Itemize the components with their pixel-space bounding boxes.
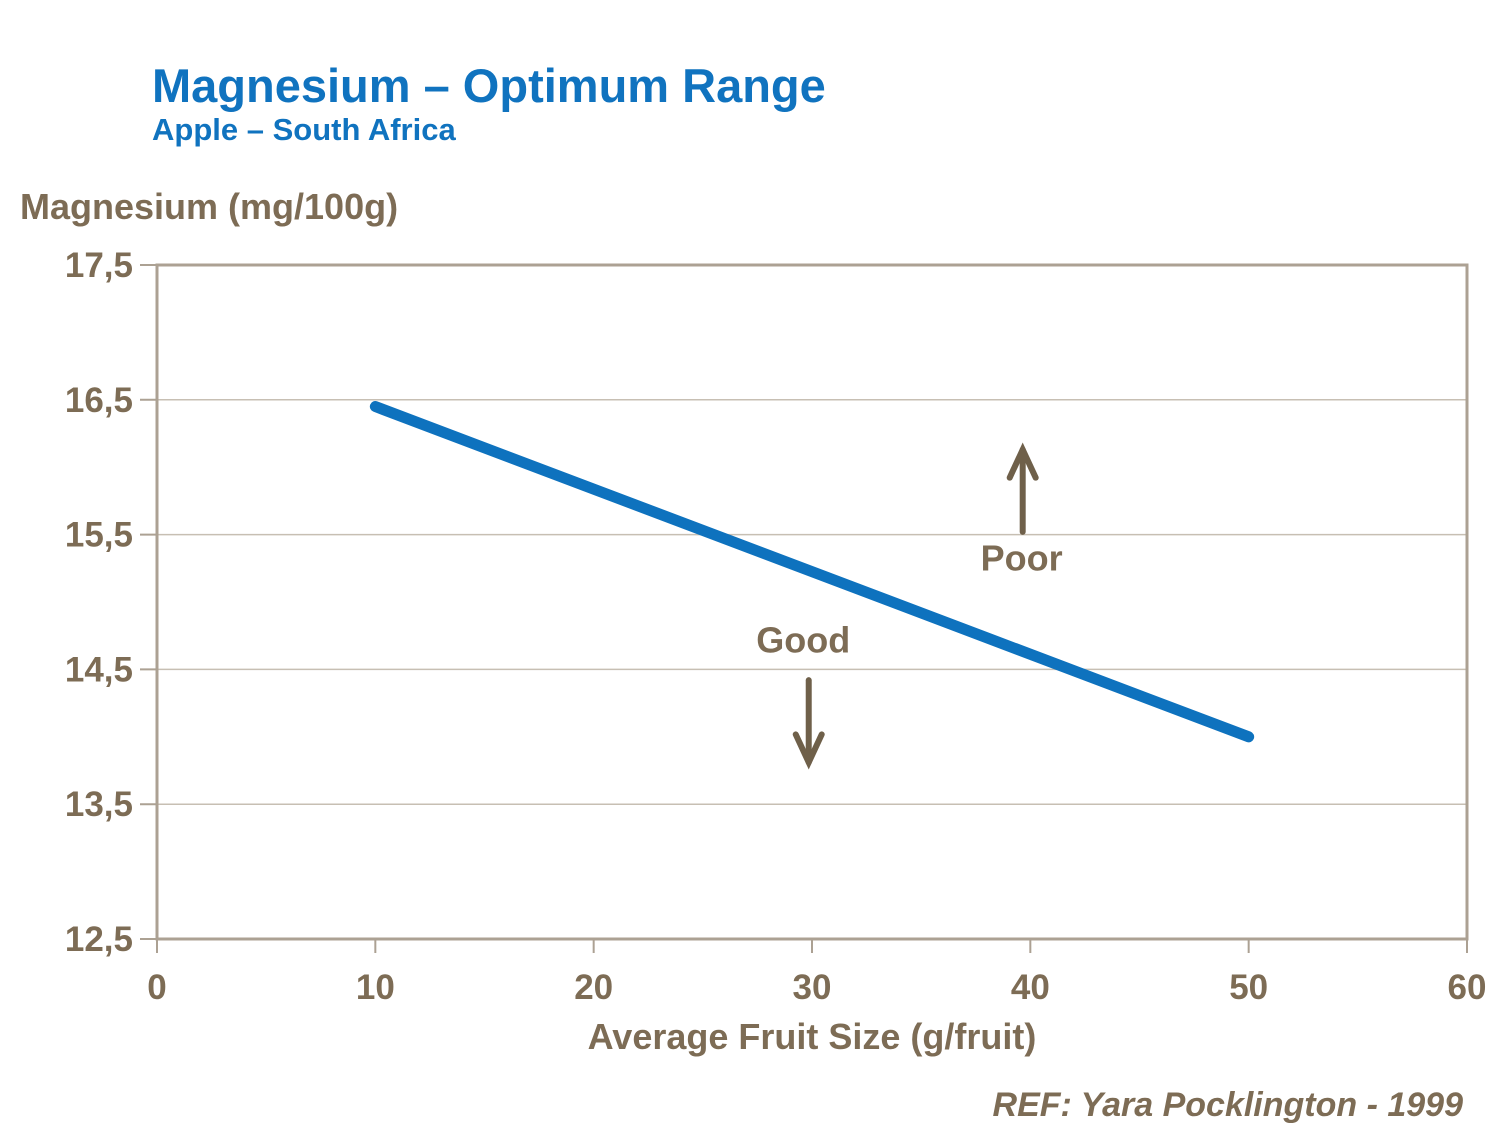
page-title: Magnesium – Optimum Range	[152, 59, 826, 112]
x-tick-label: 10	[356, 968, 395, 1007]
x-tick-label: 50	[1229, 968, 1268, 1007]
annotation-poor: Poor	[981, 538, 1063, 579]
x-tick-label: 20	[574, 968, 613, 1007]
x-axis-title: Average Fruit Size (g/fruit)	[587, 1016, 1037, 1057]
y-tick-label: 14,5	[65, 650, 133, 689]
y-tick-label: 15,5	[65, 516, 133, 555]
x-tick-label: 0	[147, 968, 166, 1007]
reference-text: REF: Yara Pocklington - 1999	[992, 1086, 1463, 1124]
annotation-good: Good	[756, 620, 850, 661]
y-tick-label: 13,5	[65, 785, 133, 824]
poor-arrow-head	[1006, 442, 1039, 481]
y-tick-label: 17,5	[65, 246, 133, 285]
data-line	[369, 401, 1255, 743]
y-tick-label: 16,5	[65, 381, 133, 420]
x-tick-label: 40	[1011, 968, 1050, 1007]
y-axis-title: Magnesium (mg/100g)	[20, 186, 399, 227]
x-tick-label: 60	[1448, 968, 1487, 1007]
y-tick-label: 12,5	[65, 920, 133, 959]
plot-border	[155, 263, 1469, 941]
page-subtitle: Apple – South Africa	[152, 112, 456, 147]
good-arrow-head	[792, 731, 825, 770]
x-tick-label: 30	[793, 968, 832, 1007]
